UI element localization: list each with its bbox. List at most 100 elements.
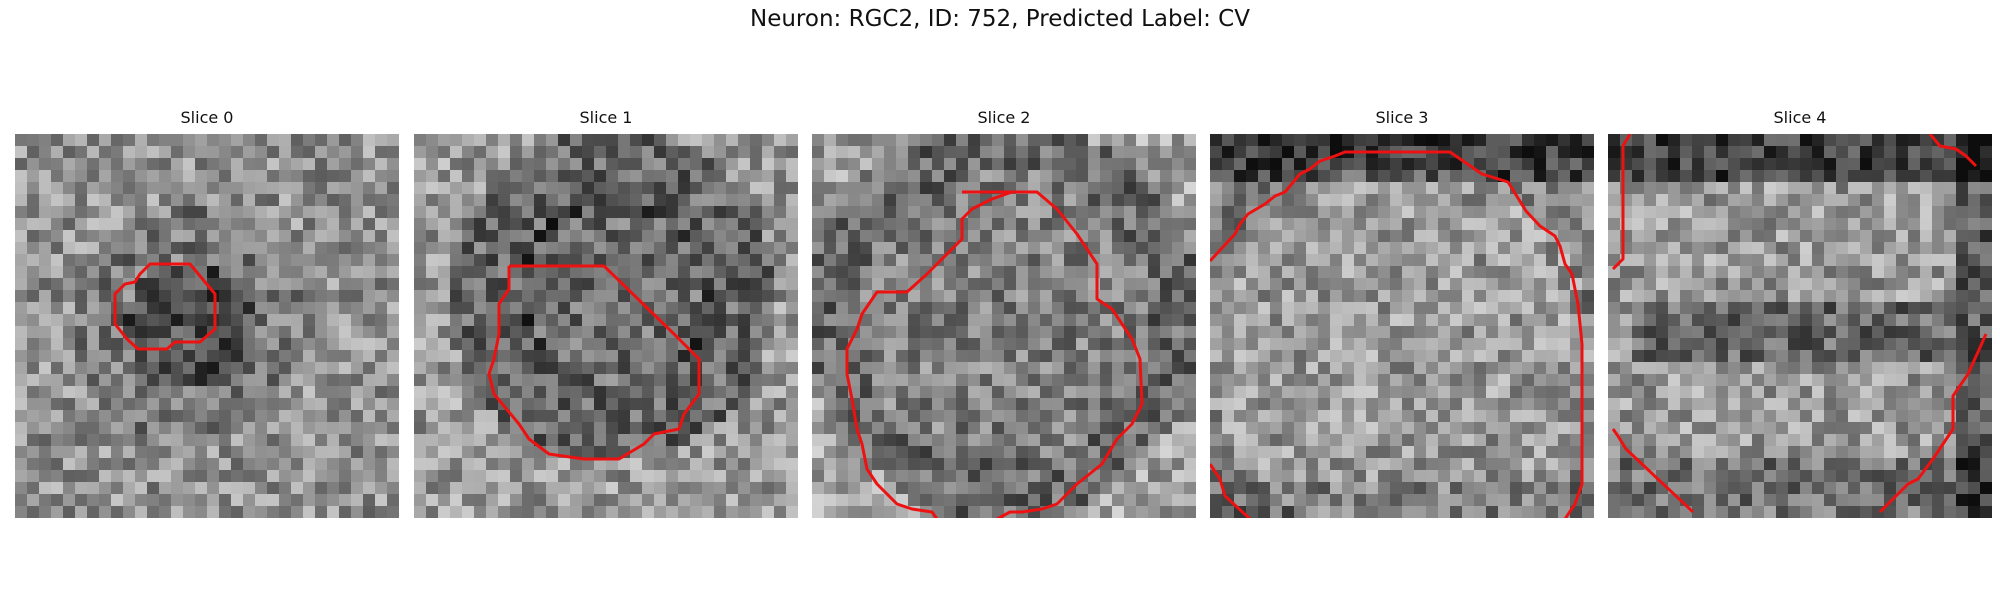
- pixel-cell: [414, 290, 427, 303]
- pixel-cell: [1064, 266, 1077, 279]
- pixel-cell: [654, 458, 667, 471]
- pixel-cell: [630, 374, 643, 387]
- pixel-cell: [654, 266, 667, 279]
- pixel-cell: [450, 506, 463, 518]
- pixel-cell: [1258, 314, 1271, 327]
- pixel-cell: [1620, 302, 1633, 315]
- pixel-cell: [195, 206, 208, 219]
- pixel-cell: [327, 182, 340, 195]
- pixel-cell: [1112, 458, 1125, 471]
- pixel-cell: [1824, 266, 1837, 279]
- pixel-cell: [1004, 146, 1017, 159]
- pixel-cell: [824, 278, 837, 291]
- pixel-cell: [1414, 170, 1427, 183]
- pixel-cell: [1354, 254, 1367, 267]
- pixel-cell: [1342, 374, 1355, 387]
- pixel-cell: [1028, 434, 1041, 447]
- pixel-cell: [762, 470, 775, 483]
- pixel-cell: [1210, 302, 1223, 315]
- pixel-cell: [51, 446, 64, 459]
- pixel-cell: [1282, 254, 1295, 267]
- pixel-cell: [534, 350, 547, 363]
- pixel-cell: [183, 206, 196, 219]
- pixel-cell: [387, 242, 399, 255]
- pixel-cell: [774, 206, 787, 219]
- pixel-cell: [1390, 278, 1403, 291]
- pixel-cell: [1234, 194, 1247, 207]
- pixel-cell: [1294, 206, 1307, 219]
- pixel-cell: [1222, 158, 1235, 171]
- pixel-cell: [147, 422, 160, 435]
- pixel-cell: [968, 374, 981, 387]
- pixel-cell: [594, 422, 607, 435]
- pixel-cell: [51, 266, 64, 279]
- pixel-cell: [1740, 362, 1753, 375]
- pixel-cell: [1836, 254, 1849, 267]
- pixel-cell: [1728, 338, 1741, 351]
- pixel-cell: [1112, 374, 1125, 387]
- pixel-cell: [812, 194, 825, 207]
- pixel-cell: [63, 446, 76, 459]
- pixel-cell: [1390, 302, 1403, 315]
- pixel-cell: [726, 314, 739, 327]
- pixel-cell: [1160, 446, 1173, 459]
- pixel-cell: [594, 266, 607, 279]
- pixel-cell: [1632, 170, 1645, 183]
- pixel-cell: [1222, 182, 1235, 195]
- pixel-cell: [546, 266, 559, 279]
- pixel-cell: [426, 494, 439, 507]
- pixel-cell: [1330, 170, 1343, 183]
- pixel-cell: [1160, 314, 1173, 327]
- pixel-cell: [714, 410, 727, 423]
- pixel-cell: [207, 242, 220, 255]
- pixel-cell: [1872, 206, 1885, 219]
- pixel-cell: [1414, 158, 1427, 171]
- pixel-cell: [1836, 338, 1849, 351]
- pixel-cell: [474, 398, 487, 411]
- pixel-cell: [1980, 326, 1992, 339]
- pixel-cell: [594, 146, 607, 159]
- pixel-cell: [546, 194, 559, 207]
- pixel-cell: [1546, 302, 1559, 315]
- pixel-cell: [860, 194, 873, 207]
- pixel-cell: [426, 182, 439, 195]
- pixel-cell: [1222, 206, 1235, 219]
- pixel-cell: [944, 338, 957, 351]
- pixel-cell: [944, 434, 957, 447]
- pixel-cell: [1438, 230, 1451, 243]
- pixel-cell: [387, 194, 399, 207]
- pixel-cell: [219, 206, 232, 219]
- pixel-cell: [1620, 446, 1633, 459]
- pixel-cell: [27, 362, 40, 375]
- pixel-cell: [1210, 482, 1223, 495]
- pixel-cell: [1112, 206, 1125, 219]
- pixel-cell: [980, 386, 993, 399]
- pixel-cell: [111, 242, 124, 255]
- pixel-cell: [774, 326, 787, 339]
- pixel-cell: [992, 410, 1005, 423]
- pixel-cell: [570, 338, 583, 351]
- pixel-cell: [980, 338, 993, 351]
- pixel-cell: [1752, 446, 1765, 459]
- pixel-cell: [1390, 266, 1403, 279]
- pixel-cell: [123, 206, 136, 219]
- pixel-cell: [498, 494, 511, 507]
- pixel-cell: [968, 290, 981, 303]
- pixel-cell: [1968, 194, 1981, 207]
- pixel-cell: [1306, 422, 1319, 435]
- pixel-cell: [1402, 182, 1415, 195]
- pixel-cell: [1378, 458, 1391, 471]
- pixel-cell: [279, 266, 292, 279]
- pixel-cell: [1752, 374, 1765, 387]
- pixel-cell: [63, 266, 76, 279]
- pixel-cell: [1112, 218, 1125, 231]
- pixel-cell: [1342, 350, 1355, 363]
- pixel-cell: [1836, 314, 1849, 327]
- pixel-cell: [1872, 398, 1885, 411]
- pixel-cell: [159, 206, 172, 219]
- pixel-cell: [1752, 266, 1765, 279]
- pixel-cell: [1848, 362, 1861, 375]
- pixel-cell: [1234, 146, 1247, 159]
- pixel-cell: [1872, 422, 1885, 435]
- pixel-cell: [992, 230, 1005, 243]
